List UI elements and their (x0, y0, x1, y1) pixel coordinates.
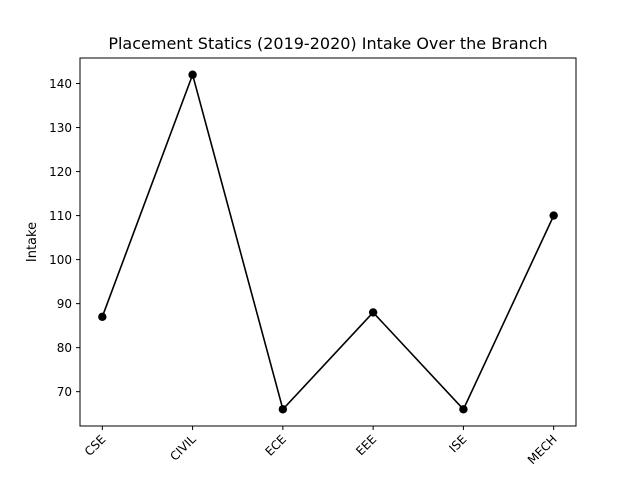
y-tick-label: 130 (49, 121, 72, 135)
y-tick-label: 100 (49, 253, 72, 267)
data-point (278, 405, 288, 414)
x-tick-label: ISE (446, 432, 469, 455)
x-axis-ticks: CSE CIVIL ECE EEE ISE MECH (82, 426, 560, 467)
x-tick-label: ECE (262, 432, 289, 459)
y-tick-label: 90 (57, 297, 72, 311)
y-tick-label: 110 (49, 209, 72, 223)
chart-title: Placement Statics (2019-2020) Intake Ove… (108, 34, 547, 53)
series-line (101, 72, 555, 411)
y-tick-label: 140 (49, 77, 72, 91)
x-tick-label: CSE (82, 432, 109, 459)
x-tick-label: CIVIL (167, 432, 199, 464)
x-tick-label: MECH (525, 432, 560, 467)
x-tick-label: EEE (353, 432, 379, 458)
plot-area-frame (79, 57, 577, 427)
data-point (98, 312, 107, 322)
data-point (549, 211, 558, 220)
data-point (188, 70, 197, 79)
y-axis-ticks: 70 80 90 100 110 120 130 140 (49, 77, 80, 399)
y-tick-label: 120 (49, 165, 72, 179)
data-markers (98, 70, 558, 414)
data-point (368, 308, 378, 317)
y-axis-label: Intake (25, 222, 40, 262)
data-point (459, 405, 468, 414)
y-tick-label: 80 (57, 341, 72, 355)
y-tick-label: 70 (57, 385, 72, 399)
